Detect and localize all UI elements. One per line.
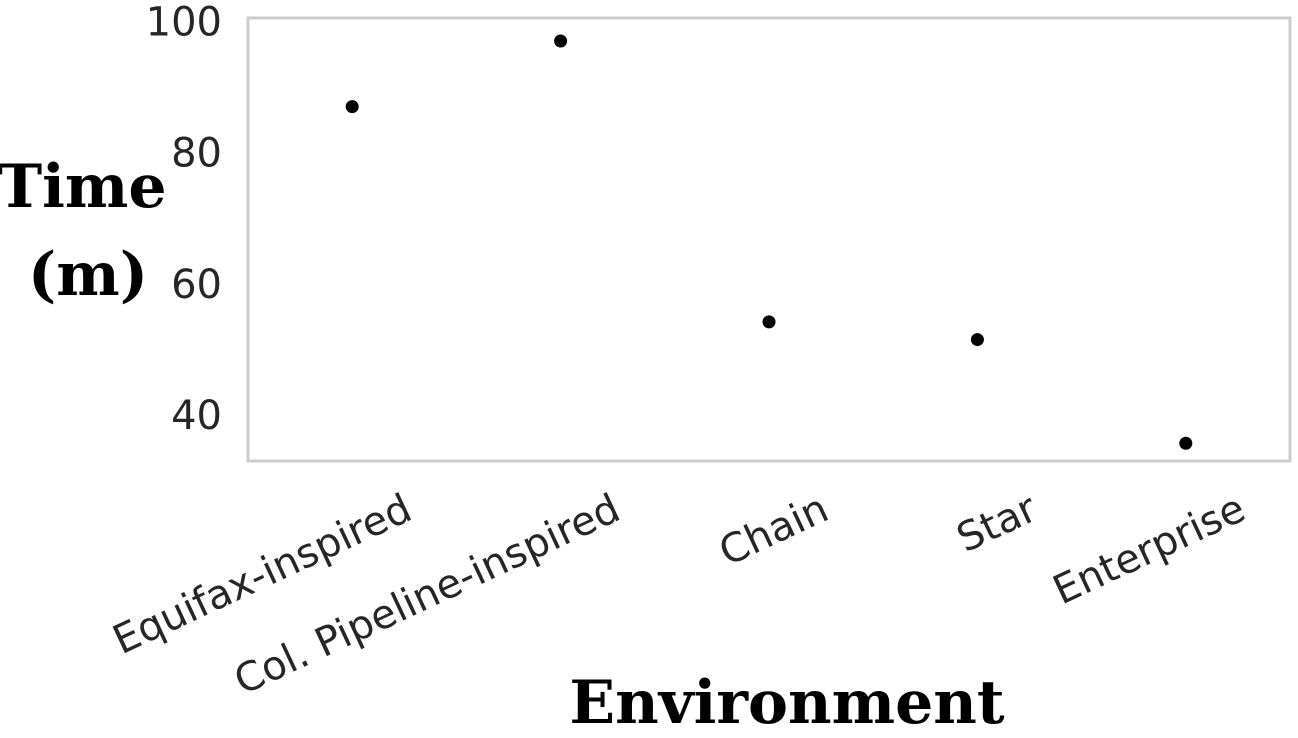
y-axis-title-line-1: Time [0,152,167,222]
y-tick-label: 60 [171,262,222,308]
y-tick-labels: 40 60 80 100 [146,0,222,439]
data-point [762,315,776,329]
y-tick-label: 40 [171,393,222,439]
data-point [1179,436,1193,450]
x-tick-label: Enterprise [1046,485,1252,614]
y-axis-title-line-2: (m) [28,240,148,310]
data-point [345,100,359,114]
y-tick-label: 100 [146,0,222,45]
x-tick-label: Star [950,485,1044,562]
data-point [554,34,568,48]
x-axis-title: Environment [569,668,1005,738]
y-tick-label: 80 [171,131,222,177]
x-tick-label: Col. Pipeline-inspired [228,485,627,704]
data-point [970,333,984,347]
y-axis-title: Time (m) [0,152,167,310]
x-tick-label: Chain [712,485,835,575]
plot-frame [246,16,1292,463]
data-points [345,34,1193,450]
